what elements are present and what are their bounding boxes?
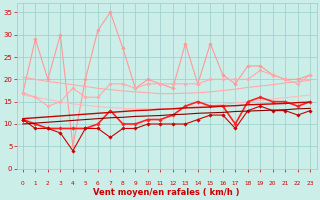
X-axis label: Vent moyen/en rafales ( km/h ): Vent moyen/en rafales ( km/h ) — [93, 188, 240, 197]
